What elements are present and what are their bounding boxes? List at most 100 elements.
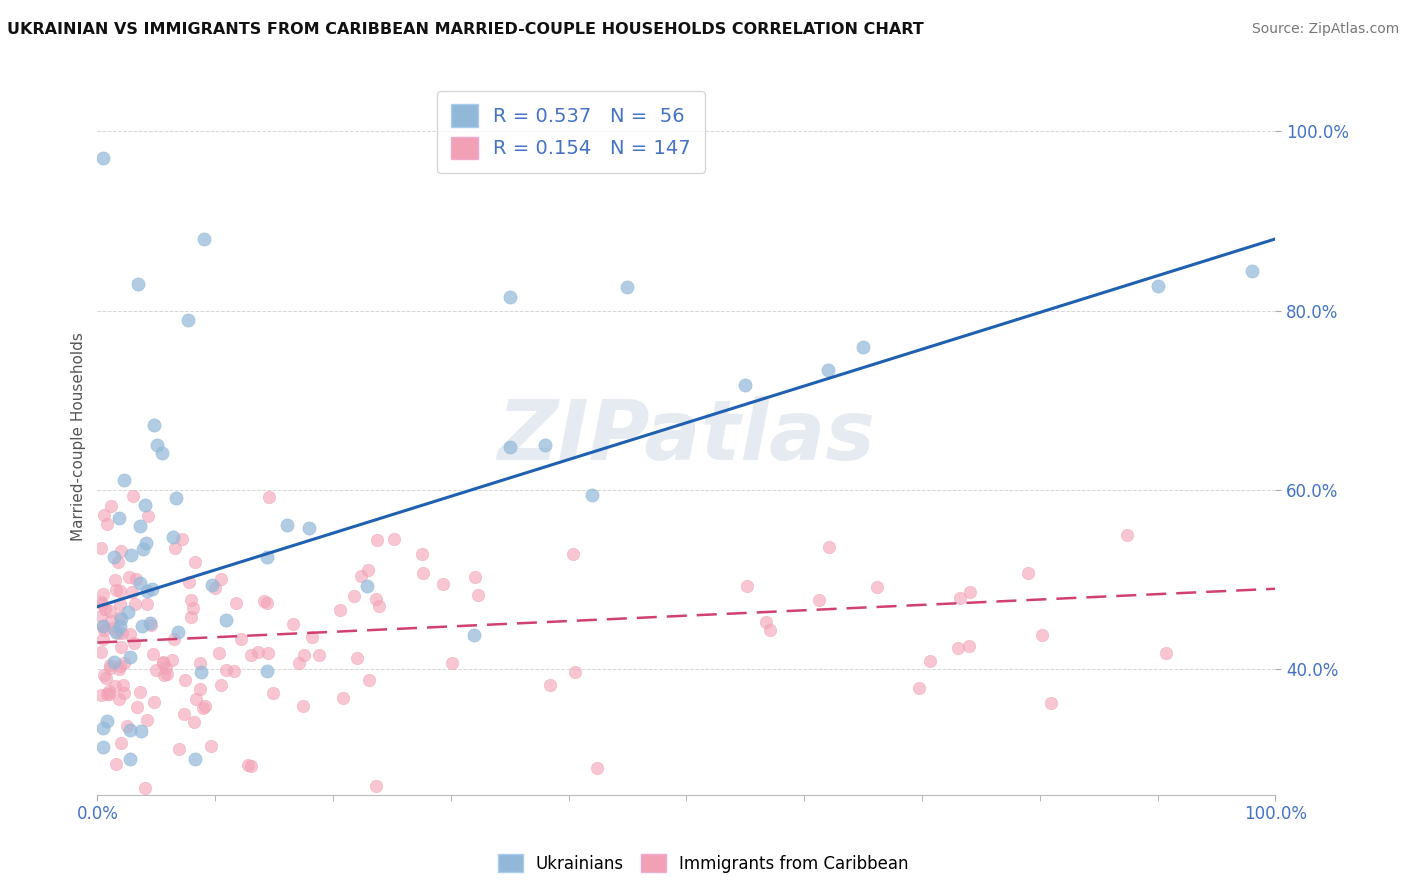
Point — [356, 579, 378, 593]
Point — [329, 603, 352, 617]
Point — [359, 673, 381, 688]
Point — [134, 498, 156, 512]
Point — [115, 719, 138, 733]
Point — [98, 683, 121, 698]
Point — [91, 721, 114, 735]
Point — [103, 549, 125, 564]
Point — [256, 664, 278, 678]
Point — [108, 662, 131, 676]
Point — [110, 659, 132, 673]
Point — [364, 592, 387, 607]
Point — [229, 632, 252, 646]
Point — [200, 739, 222, 753]
Point — [120, 549, 142, 563]
Point — [132, 542, 155, 557]
Point — [301, 630, 323, 644]
Point — [170, 533, 193, 547]
Point — [308, 648, 330, 663]
Point — [818, 541, 841, 555]
Point — [177, 575, 200, 590]
Point — [129, 724, 152, 739]
Point — [117, 605, 139, 619]
Point — [91, 598, 114, 612]
Point — [153, 667, 176, 681]
Point — [169, 742, 191, 756]
Point — [735, 579, 758, 593]
Point — [209, 678, 232, 692]
Point — [276, 518, 298, 533]
Point — [142, 418, 165, 433]
Point — [131, 619, 153, 633]
Point — [90, 645, 112, 659]
Point — [343, 589, 366, 603]
Point — [98, 605, 121, 619]
Point — [118, 752, 141, 766]
Point — [366, 779, 388, 793]
Point — [1031, 628, 1053, 642]
Point — [152, 655, 174, 669]
Point — [432, 576, 454, 591]
Point — [1240, 264, 1263, 278]
Point — [121, 585, 143, 599]
Point — [96, 687, 118, 701]
Point — [93, 667, 115, 681]
Point — [90, 608, 112, 623]
Point — [108, 510, 131, 524]
Point — [288, 656, 311, 670]
Point — [755, 615, 778, 630]
Point — [194, 699, 217, 714]
Point — [108, 619, 131, 633]
Point — [108, 610, 131, 624]
Point — [866, 580, 889, 594]
Point — [253, 594, 276, 608]
Point — [143, 695, 166, 709]
Point — [1146, 279, 1168, 293]
Point — [165, 491, 187, 505]
Point — [110, 640, 132, 654]
Point — [97, 687, 120, 701]
Point — [183, 715, 205, 730]
Point — [90, 541, 112, 556]
Point — [257, 647, 280, 661]
Point — [104, 583, 127, 598]
Point — [98, 657, 121, 672]
Legend: R = 0.537   N =  56, R = 0.154   N = 147: R = 0.537 N = 56, R = 0.154 N = 147 — [437, 91, 704, 173]
Point — [141, 618, 163, 632]
Y-axis label: Married-couple Households: Married-couple Households — [72, 332, 86, 541]
Point — [188, 682, 211, 697]
Point — [152, 656, 174, 670]
Point — [104, 679, 127, 693]
Point — [441, 656, 464, 670]
Text: Source: ZipAtlas.com: Source: ZipAtlas.com — [1251, 22, 1399, 37]
Point — [1018, 566, 1040, 580]
Point — [90, 689, 112, 703]
Point — [110, 736, 132, 750]
Point — [184, 554, 207, 568]
Text: ZIPatlas: ZIPatlas — [498, 396, 876, 476]
Point — [957, 639, 980, 653]
Point — [201, 577, 224, 591]
Point — [125, 572, 148, 586]
Point — [281, 617, 304, 632]
Point — [128, 576, 150, 591]
Point — [498, 289, 520, 303]
Point — [136, 508, 159, 523]
Point — [173, 706, 195, 721]
Point — [948, 640, 970, 655]
Point — [240, 648, 263, 662]
Point — [104, 625, 127, 640]
Point — [215, 663, 238, 677]
Point — [346, 650, 368, 665]
Point — [146, 438, 169, 452]
Point — [160, 653, 183, 667]
Point — [239, 759, 262, 773]
Point — [104, 573, 127, 587]
Point — [224, 664, 246, 678]
Point — [118, 627, 141, 641]
Point — [562, 547, 585, 561]
Point — [188, 656, 211, 670]
Point — [93, 508, 115, 522]
Point — [534, 438, 557, 452]
Point — [209, 572, 232, 586]
Point — [124, 597, 146, 611]
